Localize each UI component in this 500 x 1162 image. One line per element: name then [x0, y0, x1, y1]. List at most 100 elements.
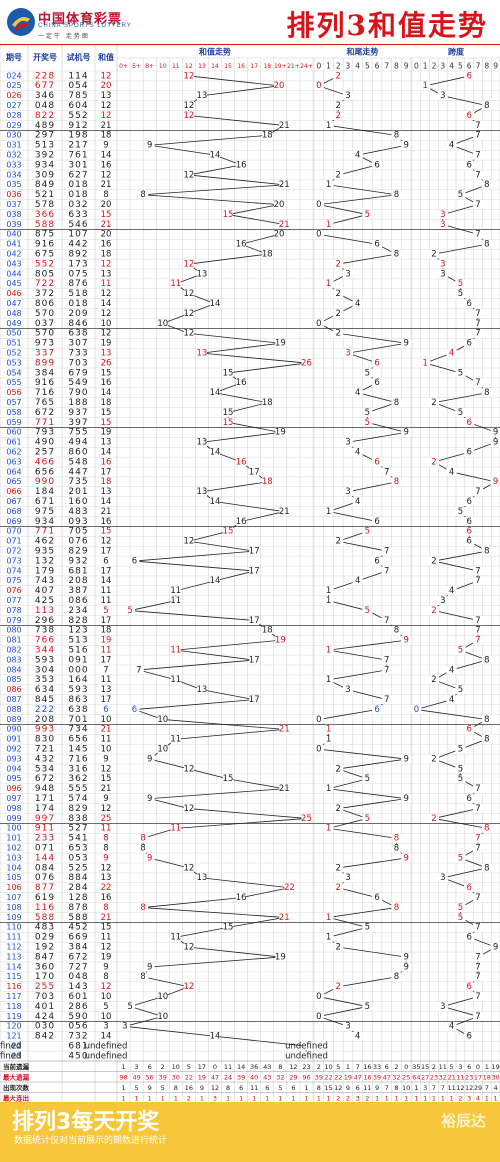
stat-sum-value: 6	[239, 1084, 243, 1092]
sum-point-bg	[138, 190, 149, 200]
tail-point-bg	[323, 121, 334, 130]
tail-point-bg	[333, 982, 344, 992]
sum-point: 10	[157, 992, 168, 1002]
sum-point-bg	[301, 1041, 312, 1051]
draw-number: 116	[35, 903, 55, 913]
tail-point-bg	[391, 972, 402, 982]
sum-point-bg	[274, 81, 285, 91]
test-number: 107	[68, 230, 88, 240]
stat-label: 最大遗漏	[3, 1073, 30, 1082]
tail-point: 5	[365, 210, 370, 220]
sum-value: 21	[101, 725, 112, 735]
tail-point-bg	[372, 457, 383, 467]
draw-number: 132	[35, 556, 55, 566]
test-number: 397	[68, 418, 88, 428]
sum-value: 13	[101, 438, 112, 448]
draw-number: 716	[35, 388, 55, 398]
span-point-bg	[490, 427, 500, 437]
period-number: 066	[6, 487, 21, 496]
stat-tail-value: 39	[315, 1074, 323, 1082]
draw-number: 424	[35, 1012, 55, 1022]
span-point: 3	[440, 220, 445, 230]
section-header: 跨度	[448, 47, 465, 57]
period-number: 029	[6, 121, 21, 130]
tail-point: 2	[336, 982, 341, 992]
test-number: 316	[68, 764, 88, 774]
span-point: 7	[475, 844, 480, 854]
span-point-bg	[437, 91, 448, 101]
tail-point: 5	[365, 408, 370, 418]
tail-scale-label: 9	[404, 62, 409, 71]
test-number: 056	[68, 1022, 88, 1032]
test-number: 555	[68, 784, 88, 794]
stat-tail-value: 16	[363, 1074, 371, 1082]
draw-number: 675	[35, 250, 55, 260]
sum-point-bg	[236, 378, 247, 388]
span-point: 5	[458, 190, 463, 200]
test-number: 188	[68, 398, 88, 408]
sum-point-bg	[279, 784, 290, 794]
sum-trend-line	[124, 75, 307, 1057]
test-number: 681	[68, 1042, 88, 1052]
stat-label: 出现次数	[3, 1083, 30, 1092]
sum-point-bg	[223, 210, 234, 219]
span-point-bg	[473, 992, 483, 1002]
sum-point: 21	[279, 180, 290, 190]
tail-point: 3	[345, 873, 350, 883]
span-point: 6	[466, 537, 471, 547]
span-point: 2	[431, 606, 436, 616]
tail-point-bg	[313, 200, 324, 210]
test-number: 876	[68, 279, 88, 289]
tail-point-bg	[333, 328, 344, 338]
span-point: 7	[475, 626, 480, 636]
tail-point-bg	[381, 665, 392, 675]
span-point-bg	[473, 150, 483, 160]
sum-value: 26	[101, 358, 112, 368]
sum-scale-label: 15	[224, 63, 232, 70]
logo-text: 中国体育彩票	[38, 12, 123, 27]
span-point: 3	[440, 1002, 445, 1012]
stat-sum-value: 1	[161, 1095, 165, 1103]
stat-span-value: 19	[491, 1063, 499, 1071]
test-number: 048	[68, 972, 88, 982]
stat-span-value: 12	[456, 1084, 464, 1092]
period-number: 079	[6, 616, 21, 625]
tail-point-bg	[391, 190, 402, 200]
sum-point-bg	[183, 804, 194, 813]
span-point-bg	[446, 665, 457, 675]
sum-point: 12	[183, 289, 194, 299]
span-point-bg	[437, 1002, 448, 1011]
span-point-bg	[490, 477, 500, 487]
sum-point: undefined	[285, 1042, 328, 1052]
draw-number: 048	[35, 101, 55, 111]
tail-point: 1	[326, 586, 331, 596]
sum-point: 16	[236, 378, 247, 388]
period-number: 028	[6, 111, 21, 120]
tail-point-bg	[381, 546, 392, 556]
draw-number: 578	[35, 200, 55, 210]
period-number: 114	[6, 962, 21, 971]
span-point-bg	[481, 715, 492, 724]
tail-point-bg	[401, 635, 412, 645]
tail-point: 8	[394, 398, 399, 408]
stat-span-value: 3	[467, 1095, 471, 1103]
test-number: 516	[68, 646, 88, 656]
test-number: 860	[68, 448, 88, 458]
draw-number: 113	[35, 606, 55, 616]
stat-span-value: 7	[432, 1084, 436, 1092]
tail-point-bg	[362, 210, 373, 219]
period-number: 083	[6, 655, 21, 664]
sum-point: 12	[183, 537, 194, 547]
sum-point-bg	[183, 942, 194, 952]
sum-point: 16	[236, 160, 247, 170]
sum-scale-label: 5+	[132, 63, 141, 70]
draw-number: 309	[35, 170, 55, 180]
draw-number: 233	[35, 834, 55, 844]
sum-point: 26	[301, 358, 312, 368]
sum-value: 11	[101, 675, 112, 685]
span-point-bg	[473, 962, 483, 972]
period-number: 042	[6, 250, 21, 259]
draw-number: 672	[35, 408, 55, 418]
tail-point-bg	[381, 695, 392, 705]
span-point: 2	[431, 814, 436, 824]
